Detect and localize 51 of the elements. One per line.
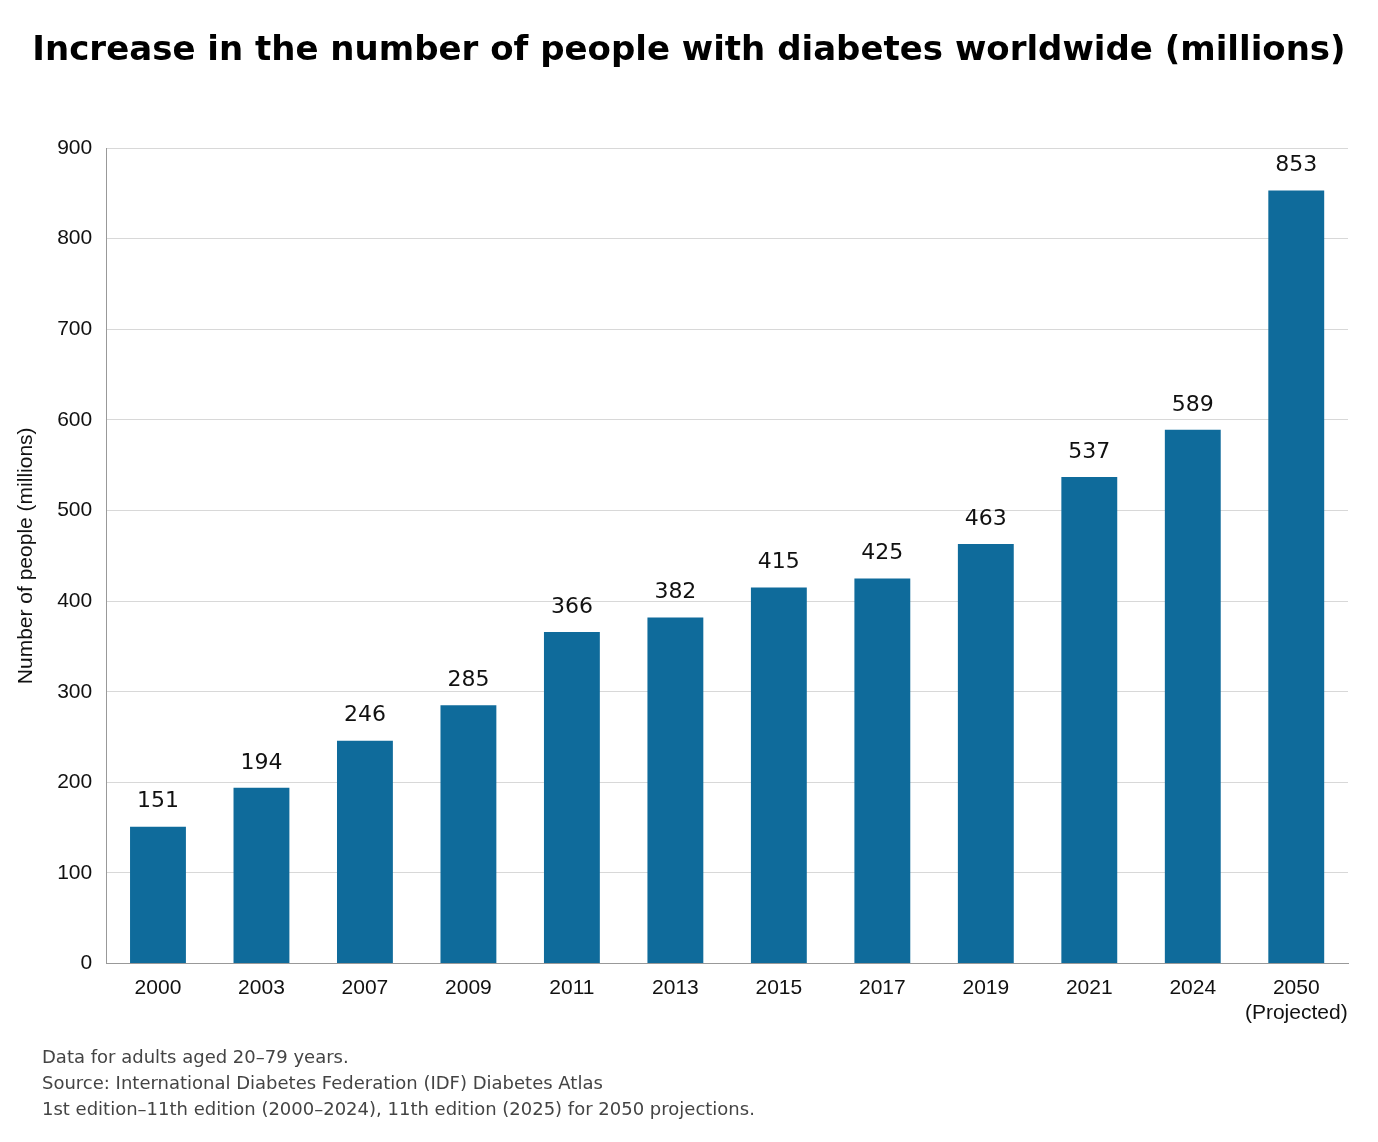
data-label: 589 bbox=[1171, 390, 1214, 416]
x-tick-label: 2013 bbox=[652, 975, 699, 998]
data-label: 285 bbox=[447, 666, 490, 692]
bar bbox=[1061, 476, 1118, 964]
data-label: 366 bbox=[550, 592, 593, 618]
bar bbox=[1268, 190, 1325, 964]
y-tick-label: 800 bbox=[57, 225, 93, 249]
bar bbox=[1164, 429, 1221, 964]
data-label: 382 bbox=[654, 578, 697, 604]
data-label: 425 bbox=[861, 539, 904, 565]
bar bbox=[440, 705, 497, 964]
x-tick-label: 2019 bbox=[962, 975, 1010, 998]
x-tick-label: 2000 bbox=[134, 975, 182, 998]
y-tick-label: 300 bbox=[57, 678, 93, 702]
bar bbox=[337, 740, 393, 964]
data-label: 246 bbox=[343, 701, 386, 727]
bar bbox=[750, 587, 807, 964]
x-tick-label: 2007 bbox=[341, 975, 389, 998]
y-tick-label: 100 bbox=[57, 859, 93, 883]
x-tick-label: 2050 (Projected) bbox=[1244, 975, 1348, 1024]
text: Data for adults aged 20–79 years. bbox=[42, 1045, 350, 1069]
text: 1st edition–11th edition (2000–2024), 11th edition (2025) for 2050 projections. bbox=[42, 1097, 756, 1121]
source-note: Source: International Diabetes Federation (IDF) Diabetes Atlas bbox=[42, 1071, 604, 1095]
data-label: 537 bbox=[1068, 437, 1111, 463]
data-label: 151 bbox=[136, 787, 179, 813]
y-tick-label: 400 bbox=[57, 587, 93, 611]
data-label: 463 bbox=[964, 504, 1007, 530]
data-label: 194 bbox=[240, 748, 283, 774]
bar bbox=[233, 787, 290, 964]
data-label: 853 bbox=[1275, 151, 1318, 177]
y-tick-label: 500 bbox=[57, 497, 93, 521]
y-tick-label: 200 bbox=[57, 769, 93, 793]
y-axis-title: Number of people (millions) bbox=[13, 427, 37, 685]
data-label: 415 bbox=[757, 548, 800, 574]
bar bbox=[647, 617, 704, 964]
bar bbox=[854, 578, 911, 964]
bar bbox=[543, 631, 600, 964]
y-tick-label: 0 bbox=[80, 950, 93, 974]
x-tick-label: 2003 bbox=[238, 975, 285, 998]
bar bbox=[130, 826, 186, 964]
chart-title: Increase in the number of people with diabetes worldwide (millions) bbox=[31, 28, 1347, 68]
x-tick-label: 2011 bbox=[549, 975, 595, 998]
x-tick-label: 2009 bbox=[445, 975, 492, 998]
x-tick-label: 2015 bbox=[755, 975, 803, 998]
x-tick-label: 2024 bbox=[1169, 975, 1217, 998]
y-tick-label: 600 bbox=[57, 406, 93, 430]
x-tick-label: 2017 bbox=[858, 975, 906, 998]
y-tick-label: 700 bbox=[57, 316, 93, 340]
x-tick-label: 2021 bbox=[1065, 975, 1113, 998]
y-tick-label: 900 bbox=[57, 134, 93, 158]
bar bbox=[957, 544, 1014, 964]
